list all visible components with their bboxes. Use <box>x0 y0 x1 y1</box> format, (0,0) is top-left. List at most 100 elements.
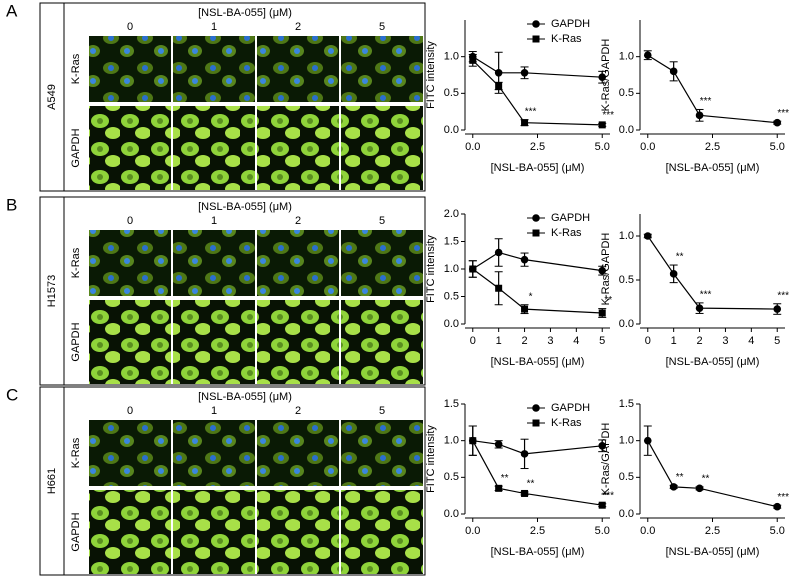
dose-label: 1 <box>211 405 217 417</box>
micrograph <box>89 230 171 296</box>
micrograph <box>173 36 255 102</box>
marker <box>495 284 503 292</box>
y-tick-label: 0.5 <box>619 87 634 99</box>
marker <box>773 305 782 313</box>
dose-header: [NSL-BA-055] (μM) <box>198 7 292 19</box>
y-tick-label: 1.5 <box>444 235 459 247</box>
series-line <box>647 235 778 310</box>
panel-frame <box>39 196 426 386</box>
series-line <box>472 440 603 455</box>
x-axis-label: [NSL-BA-055] (μM) <box>491 546 585 558</box>
marker <box>669 67 678 76</box>
significance: ** <box>676 252 684 263</box>
micrograph <box>341 36 423 102</box>
significance: *** <box>700 96 712 107</box>
dose-label: 5 <box>379 405 385 417</box>
x-tick-label: 4 <box>748 335 754 347</box>
marker <box>598 121 606 129</box>
row-label: GAPDH <box>70 512 82 551</box>
y-tick-label: 0.0 <box>619 508 634 520</box>
cell-line: A549 <box>46 84 58 110</box>
y-tick-label: 1.0 <box>444 263 459 275</box>
x-tick-label: 5.0 <box>770 525 785 537</box>
x-tick-label: 2.5 <box>705 141 720 153</box>
y-tick-label: 1.5 <box>444 398 459 410</box>
y-tick-label: 0.0 <box>619 124 634 136</box>
micrograph <box>341 106 423 190</box>
dose-label: 1 <box>211 21 217 33</box>
y-axis-label: K-Ras/GAPDH <box>600 423 612 496</box>
y-tick-label: 1.0 <box>619 230 634 242</box>
x-tick-label: 1 <box>671 335 677 347</box>
x-tick-label: 5.0 <box>595 525 610 537</box>
x-tick-label: 0.0 <box>465 525 480 537</box>
micrograph <box>173 300 255 384</box>
y-axis-label: FITC intensity <box>425 425 437 493</box>
x-axis-label: [NSL-BA-055] (μM) <box>666 546 760 558</box>
series-line <box>647 54 778 124</box>
legend-marker <box>532 214 540 222</box>
micrograph <box>257 420 339 486</box>
marker <box>598 501 606 509</box>
x-tick-label: 0 <box>645 335 651 347</box>
significance: ** <box>501 473 509 484</box>
dose-label: 0 <box>127 215 133 227</box>
row-label: K-Ras <box>70 437 82 468</box>
significance: ** <box>604 295 612 306</box>
marker <box>643 51 652 59</box>
row-label: K-Ras <box>70 53 82 84</box>
x-tick-label: 2.5 <box>530 525 545 537</box>
series-line <box>472 251 603 272</box>
panel-frame <box>39 386 426 576</box>
significance: *** <box>777 290 789 301</box>
micrograph <box>257 36 339 102</box>
y-axis-label: FITC intensity <box>425 41 437 109</box>
significance: *** <box>602 490 614 501</box>
y-tick-label: 1.0 <box>444 51 459 63</box>
dose-label: 2 <box>295 405 301 417</box>
significance: * <box>529 291 533 302</box>
panel-frame <box>39 2 426 192</box>
dose-header: [NSL-BA-055] (μM) <box>198 391 292 403</box>
micrograph <box>173 420 255 486</box>
marker <box>521 305 529 313</box>
y-axis-label: FITC intensity <box>425 235 437 303</box>
y-tick-label: 1.0 <box>619 435 634 447</box>
marker <box>495 484 503 492</box>
dose-label: 0 <box>127 405 133 417</box>
micrograph <box>173 490 255 574</box>
y-axis-label: K-Ras/GAPDH <box>600 233 612 306</box>
cell-line: H661 <box>46 468 58 494</box>
legend-label: K-Ras <box>551 33 582 45</box>
y-axis-label: K-Ras/GAPDH <box>600 39 612 112</box>
dose-label: 5 <box>379 21 385 33</box>
legend-label: K-Ras <box>551 417 582 429</box>
significance: *** <box>525 106 537 117</box>
x-axis-label: [NSL-BA-055] (μM) <box>666 356 760 368</box>
dose-label: 1 <box>211 215 217 227</box>
micrograph <box>341 300 423 384</box>
marker <box>598 309 606 317</box>
marker <box>773 118 782 127</box>
row-label: GAPDH <box>70 322 82 361</box>
marker <box>773 502 782 511</box>
marker <box>520 450 529 458</box>
dose-label: 2 <box>295 21 301 33</box>
x-tick-label: 2 <box>521 335 527 347</box>
micrograph <box>257 300 339 384</box>
dose-label: 0 <box>127 21 133 33</box>
y-tick-label: 0.5 <box>444 87 459 99</box>
marker <box>521 489 529 497</box>
micrograph <box>89 106 171 190</box>
y-tick-label: 0.0 <box>444 508 459 520</box>
significance: *** <box>700 290 712 301</box>
marker <box>520 255 529 264</box>
dose-label: 2 <box>295 215 301 227</box>
legend-marker <box>532 404 540 412</box>
x-tick-label: 0.0 <box>640 141 655 153</box>
series-line <box>647 440 778 508</box>
y-tick-label: 0.0 <box>444 124 459 136</box>
y-tick-label: 0.5 <box>444 471 459 483</box>
significance: ** <box>676 472 684 483</box>
micrograph <box>257 490 339 574</box>
